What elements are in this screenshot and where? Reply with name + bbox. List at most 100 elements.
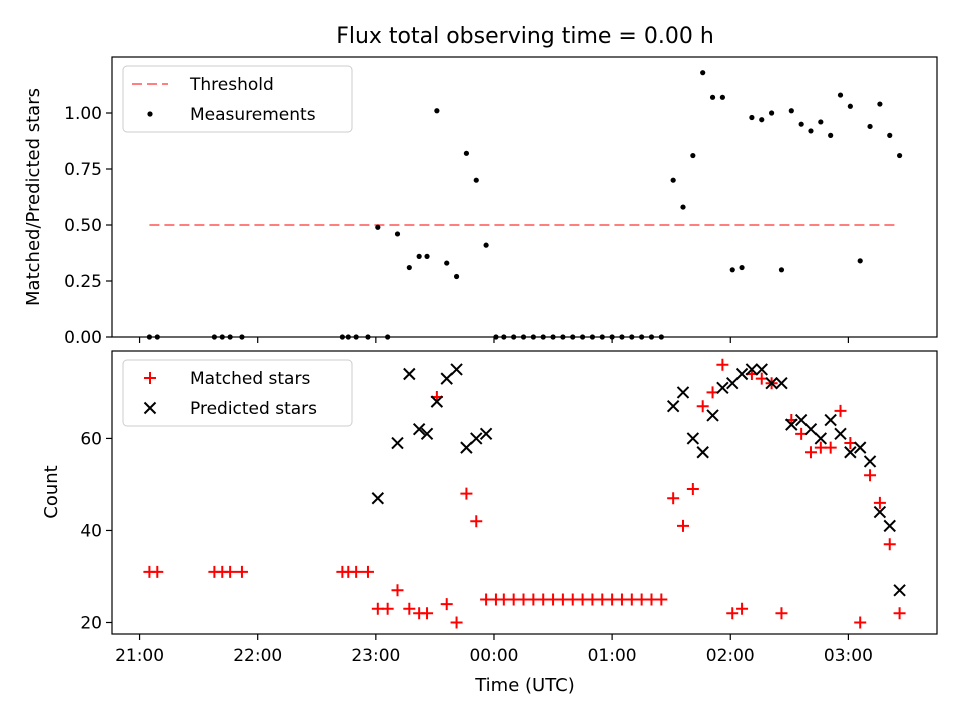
data-point [769, 110, 775, 116]
data-point [570, 334, 576, 340]
data-point [648, 334, 655, 340]
y-tick-label: 40 [80, 521, 102, 541]
data-point [560, 334, 566, 340]
data-point [599, 334, 605, 340]
x-tick-label: 03:00 [824, 646, 873, 666]
data-point [540, 334, 546, 340]
data-point [686, 483, 699, 496]
y-tick-label: 0.00 [64, 328, 102, 348]
data-point [706, 409, 719, 422]
data-point [755, 363, 768, 376]
chart-title: Flux total observing time = 0.00 h [336, 24, 714, 49]
data-point [501, 334, 507, 340]
y-tick-label: 0.25 [64, 272, 102, 292]
plot-panel-count: 21:00 22:00 23:00 00:00 01:00 02:00 03:00 20 40 6… [80, 350, 938, 666]
data-point [824, 413, 837, 427]
data-point [883, 519, 896, 533]
data-point [735, 367, 749, 381]
data-point [670, 177, 676, 183]
data-point [361, 565, 374, 578]
y-axis-label-count: Count [41, 465, 62, 518]
data-point [696, 446, 709, 459]
data-point [440, 372, 453, 385]
x-axis-label: Time (UTC) [474, 675, 575, 696]
legend-label: Threshold [189, 75, 274, 95]
data-point [824, 441, 837, 454]
data-point [151, 565, 164, 578]
data-point [146, 334, 153, 340]
data-point [775, 377, 788, 390]
data-point [520, 334, 527, 340]
data-point [854, 441, 867, 454]
data-point [450, 363, 463, 376]
data-point [877, 101, 883, 107]
x-tick-label: 02:00 [706, 646, 755, 666]
data-point [403, 367, 416, 381]
data-point [686, 432, 700, 445]
data-point [473, 177, 479, 183]
data-point [726, 607, 739, 620]
data-point [726, 377, 739, 390]
data-point [794, 413, 808, 427]
data-point [609, 334, 615, 340]
data-point [403, 602, 416, 615]
data-point [716, 358, 729, 371]
data-point [655, 593, 668, 606]
y-tick-label: 1.00 [64, 104, 102, 124]
data-point [893, 584, 906, 597]
data-point [667, 492, 680, 505]
x-tick-label: 23:00 [351, 646, 400, 666]
data-point [759, 117, 765, 123]
data-point [219, 334, 225, 340]
data-point [639, 334, 645, 340]
data-point [530, 334, 536, 340]
data-point [745, 363, 759, 376]
data-point [589, 334, 596, 340]
data-point [511, 334, 517, 340]
data-point [391, 584, 404, 597]
data-point [350, 565, 363, 578]
data-point [814, 432, 828, 445]
data-point [385, 334, 391, 340]
y-tick-label: 0.50 [64, 216, 102, 236]
data-point [224, 565, 237, 578]
data-point [677, 519, 690, 532]
data-point [719, 94, 725, 100]
data-point [778, 267, 785, 273]
y-tick-label: 20 [80, 613, 102, 633]
data-point [785, 418, 798, 431]
data-point [788, 108, 794, 114]
data-point [227, 334, 233, 340]
legend-box [122, 65, 353, 133]
data-point [658, 334, 664, 340]
data-point [416, 253, 422, 259]
legend-label: Predicted stars [190, 399, 317, 419]
data-point [470, 432, 483, 445]
data-point [873, 496, 886, 509]
data-point [365, 334, 371, 340]
data-point [430, 395, 444, 408]
data-point [883, 538, 896, 551]
data-point [479, 427, 493, 441]
data-point [440, 598, 453, 611]
data-point [460, 487, 473, 500]
data-point [893, 607, 906, 620]
data-point [412, 423, 426, 436]
data-point [235, 565, 248, 578]
data-point [470, 515, 483, 528]
data-point [804, 423, 818, 436]
data-point [353, 334, 359, 340]
plot-panel-ratio: 0.00 0.25 0.50 0.75 1.00 Threshold Measurement… [64, 56, 938, 348]
data-point [709, 94, 716, 100]
data-point [371, 492, 385, 505]
data-point [394, 231, 401, 237]
data-point [857, 258, 863, 264]
data-point [867, 123, 873, 130]
data-point [736, 602, 749, 615]
x-tick-label: 01:00 [588, 646, 637, 666]
data-point [749, 114, 755, 121]
data-point [834, 404, 847, 417]
data-point [690, 152, 696, 159]
data-point [847, 103, 853, 109]
data-point [579, 334, 586, 340]
